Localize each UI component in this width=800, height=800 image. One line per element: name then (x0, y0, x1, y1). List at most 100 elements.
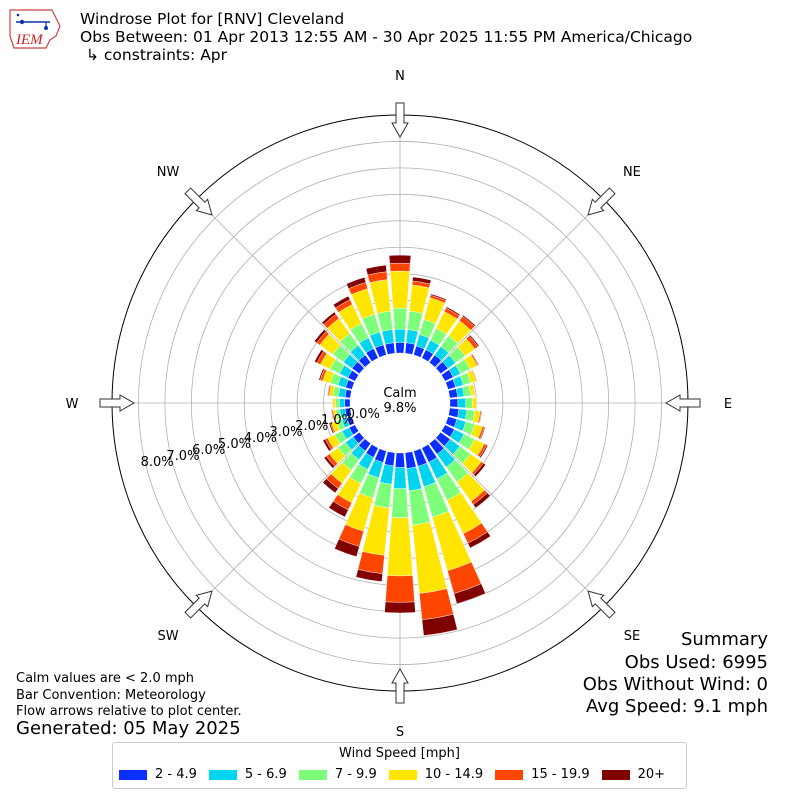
windrose-bar-segment (453, 583, 486, 605)
windrose-bar-segment (391, 488, 409, 518)
windrose-bar-segment (412, 276, 432, 285)
windrose-bar-segment (471, 353, 480, 366)
windrose-bar-segment (465, 397, 473, 409)
windrose-bar-segment (323, 455, 336, 469)
windrose-bar-segment (394, 328, 406, 343)
windrose-bar-segment (314, 329, 327, 344)
constraints-text: ↳ constraints: Apr (86, 46, 228, 64)
windrose-bar-segment (467, 531, 491, 549)
grid-spoke (435, 199, 604, 368)
flow-arrow-shape (184, 590, 213, 619)
windrose-bar-segment (449, 398, 459, 408)
windrose-bar-segment (388, 254, 412, 264)
windrose-bar-segment (445, 306, 461, 316)
direction-label-ne: NE (623, 165, 641, 180)
legend-label: 15 - 19.9 (531, 767, 590, 782)
legend-item: 20+ (601, 767, 665, 782)
windrose-bar-segment (407, 310, 423, 332)
windrose-bar-segment (365, 264, 387, 276)
windrose-bar-segment (448, 388, 458, 399)
radial-tick-label: 4.0% (244, 431, 277, 446)
radial-tick-label: 2.0% (295, 419, 328, 434)
radial-tick-label: 5.0% (218, 437, 251, 452)
legend-swatch (388, 769, 417, 780)
legend-item: 15 - 19.9 (495, 767, 590, 782)
flow-arrow-n (391, 102, 409, 139)
flow-arrow-shape (184, 187, 213, 216)
legend-label: 7 - 9.9 (334, 767, 377, 782)
summary-avg-speed: Avg Speed: 9.1 mph (586, 696, 768, 717)
windrose-bar-segment (384, 342, 396, 355)
windrose-bar-segment (332, 397, 336, 409)
flow-arrow-shape (391, 102, 409, 139)
windrose-bar-segment (321, 311, 337, 325)
windrose-bar-segment (384, 601, 416, 614)
windrose-bar-segment (314, 349, 324, 364)
direction-label-w: W (66, 397, 79, 412)
grid-spoke (196, 199, 365, 368)
windrose-bar-segment (473, 462, 486, 477)
windrose-bar-segment (395, 342, 405, 354)
windrose-bar-segment (479, 444, 489, 459)
windrose-bar-segment (328, 500, 349, 518)
direction-label-sw: SW (158, 629, 179, 644)
radial-tick-label: 7.0% (166, 449, 199, 464)
windrose-bar-segment (448, 407, 460, 418)
windrose-bar-segment (472, 397, 477, 409)
windrose-bar-segment (409, 284, 430, 314)
speed-legend: Wind Speed [mph] 2 - 4.9 5 - 6.9 7 - 9.9 10… (112, 742, 687, 789)
flow-arrow-shape (664, 394, 701, 412)
windrose-bar-segment (462, 314, 476, 327)
summary-obs-without-wind: Obs Without Wind: 0 (582, 674, 768, 695)
flow-arrow-w (99, 394, 136, 412)
flow-arrow-nw (184, 187, 213, 216)
windrose-bar-segment (473, 492, 491, 509)
legend-swatch (208, 769, 237, 780)
windrose-bar-segment (393, 467, 407, 489)
flow-arrow-ne (587, 187, 616, 216)
legend-label: 2 - 4.9 (155, 767, 197, 782)
windrose-bar-segment (389, 262, 411, 272)
calm-circle (351, 354, 449, 452)
windrose-bar-segment (385, 575, 415, 603)
flow-arrow-sw (184, 590, 213, 619)
windrose-bar-segment (457, 397, 467, 409)
flow-arrow-shape (587, 590, 616, 619)
direction-label-e: E (724, 397, 732, 412)
summary-obs-used: Obs Used: 6995 (624, 652, 768, 673)
radial-tick-label: 8.0% (141, 455, 174, 470)
windrose-bar-segment (322, 438, 332, 452)
bar-convention-note: Bar Convention: Meteorology (16, 688, 206, 703)
flow-arrows-note: Flow arrows relative to plot center. (16, 704, 242, 719)
flow-arrow-shape (587, 187, 616, 216)
windrose-bar-segment (346, 277, 367, 289)
calm-label: Calm (383, 386, 416, 401)
windrose-bar-segment (334, 538, 360, 557)
windrose-bar-segment (331, 409, 334, 421)
calm-definition-note: Calm values are < 2.0 mph (16, 671, 195, 686)
windrose-bar-segment (377, 310, 393, 332)
iem-logo: IEM (9, 9, 61, 49)
radial-tick-label: 6.0% (192, 443, 225, 458)
windrose-bar-segment (344, 398, 351, 408)
windrose-bar-segment (479, 426, 486, 440)
windrose-bar-segment (421, 614, 458, 636)
windrose-bar-segment (328, 422, 335, 434)
legend-swatch (495, 769, 524, 780)
legend-swatch (298, 769, 327, 780)
flow-arrow-e (664, 394, 701, 412)
windrose-bar-segment (318, 368, 325, 381)
windrose-bar-segment (384, 451, 396, 467)
direction-label-nw: NW (157, 165, 180, 180)
windrose-bar-segment (339, 398, 346, 408)
legend-swatch (601, 769, 630, 780)
direction-label-s: S (396, 725, 404, 740)
legend-label: 10 - 14.9 (424, 767, 484, 782)
windrose-bars (314, 254, 491, 636)
windrose-bar-segment (322, 478, 339, 494)
windrose-bar-segment (335, 398, 340, 408)
direction-label-se: SE (624, 629, 640, 644)
windrose-bar-segment (395, 452, 405, 468)
legend-items: 2 - 4.9 5 - 6.9 7 - 9.9 10 - 14.9 15 - 19.9 2… (119, 767, 677, 782)
